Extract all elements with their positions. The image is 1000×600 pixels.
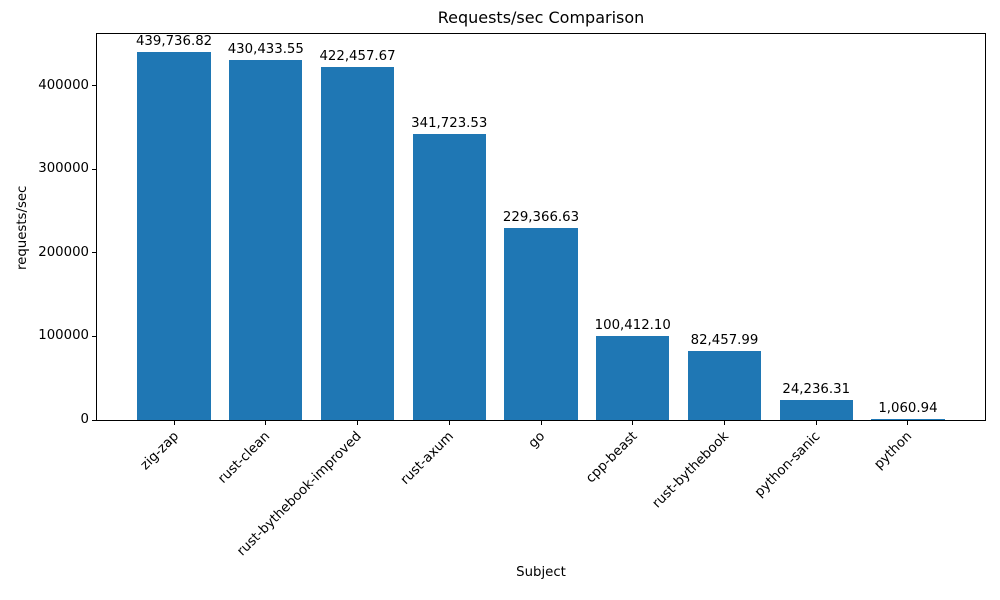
x-tick-label-zig-zap: zig-zap (137, 429, 182, 474)
x-tick-mark (173, 421, 175, 425)
bar-python-sanic (779, 399, 853, 420)
x-tick-label-go: go (526, 429, 549, 452)
bar-value-label: 100,412.10 (594, 318, 671, 334)
bar-value-label: 229,366.63 (502, 210, 580, 226)
bar-rust-bythebook (687, 351, 762, 420)
bar-go (504, 228, 578, 420)
x-tick-label-rust-clean: rust-clean (215, 429, 274, 487)
x-tick-label-python: python (872, 429, 916, 473)
x-tick-mark (723, 421, 725, 425)
bar-value-label: 1,060.94 (878, 401, 938, 416)
x-tick-label-python-sanic: python-sanic (752, 429, 824, 501)
chart-title: Requests/sec Comparison (437, 8, 645, 27)
bar-python (871, 419, 945, 420)
x-tick-mark (907, 421, 909, 425)
y-tick-mark (92, 85, 96, 87)
y-tick-mark (92, 419, 96, 421)
y-tick-label: 300000 (38, 161, 89, 177)
x-tick-label-cpp-beast: cpp-beast (583, 429, 641, 487)
bar-cpp-beast (596, 336, 670, 420)
bar-rust-axum (412, 134, 486, 420)
x-tick-label-rust-bythebook: rust-bythebook (649, 429, 733, 512)
x-tick-mark (448, 421, 450, 425)
bar-zig-zap (137, 52, 211, 420)
y-tick-label: 400000 (38, 77, 89, 93)
x-tick-label-rust-axum: rust-axum (398, 429, 457, 488)
y-tick-label: 200000 (38, 244, 89, 260)
bar-value-label: 422,457.67 (319, 48, 396, 64)
y-tick-label: 100000 (38, 328, 89, 344)
y-tick-mark (92, 252, 96, 254)
x-tick-mark (632, 421, 634, 425)
bar-value-label: 24,236.31 (782, 381, 851, 397)
y-axis-title: requests/sec (15, 185, 30, 270)
bar-value-label: 341,723.53 (411, 116, 488, 132)
x-tick-mark (265, 421, 267, 425)
plot-area: 0 100000 200000 300000 400000 439,736.82 zig-z… (38, 33, 986, 559)
bar-value-label: 439,736.82 (135, 34, 213, 50)
bar-value-label: 430,433.55 (227, 42, 304, 58)
x-tick-mark (815, 421, 817, 425)
bar-rust-bythebook-improved (320, 66, 395, 420)
y-tick-mark (92, 335, 96, 337)
x-tick-mark (540, 421, 542, 425)
x-axis-title: Subject (516, 565, 566, 580)
x-tick-mark (357, 421, 359, 425)
bar-rust-clean (229, 60, 303, 420)
bar-value-label: 82,457.99 (690, 333, 759, 349)
y-tick-mark (92, 168, 96, 170)
y-tick-label: 0 (80, 412, 89, 427)
